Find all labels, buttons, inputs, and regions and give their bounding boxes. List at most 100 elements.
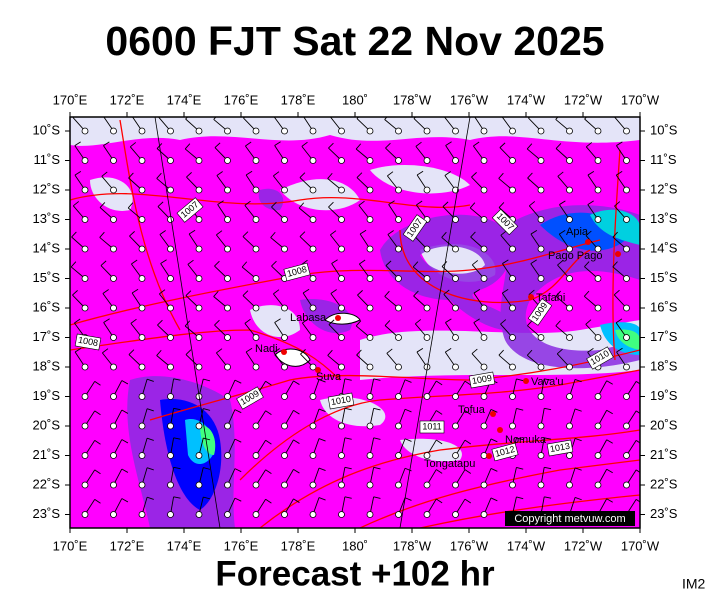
- barb-flag: [217, 200, 224, 205]
- barb-station: [110, 511, 117, 518]
- barb-station: [480, 157, 488, 164]
- barb-flag: [121, 468, 129, 473]
- barb-station: [309, 393, 317, 400]
- barb-flag: [74, 141, 81, 147]
- barb-station: [623, 452, 630, 459]
- map: [70, 112, 640, 528]
- barb-flag: [516, 466, 524, 470]
- barb-station: [338, 481, 345, 489]
- lat-label: 19˚S: [33, 388, 61, 403]
- lon-label: 176˚E: [224, 538, 259, 553]
- barb-station: [138, 363, 146, 371]
- barb-station: [480, 422, 488, 430]
- barb-station: [452, 511, 459, 518]
- barb-station: [452, 422, 459, 430]
- barb-station: [623, 304, 630, 312]
- barb-flag: [526, 143, 533, 150]
- barb-flag: [471, 172, 477, 178]
- barb-station: [423, 304, 431, 312]
- lon-label: 172˚W: [564, 538, 603, 553]
- barb-flag: [436, 439, 443, 445]
- barb-flag: [373, 466, 381, 470]
- isobar-label: 1013: [546, 439, 574, 457]
- barb-station: [338, 304, 345, 312]
- isobar-label-box: [283, 262, 311, 282]
- barb-flag: [146, 437, 154, 441]
- barb-flag: [635, 410, 640, 414]
- barb-flag: [302, 318, 309, 324]
- lat-label: 16˚S: [650, 299, 678, 314]
- barb-flag: [471, 348, 478, 354]
- barb-station: [338, 452, 345, 459]
- barb-station: [537, 334, 545, 341]
- barb-flag: [94, 410, 101, 416]
- barb-station: [138, 304, 146, 312]
- barb-flag: [464, 498, 472, 504]
- barb-flag: [385, 142, 391, 149]
- barb-station: [195, 304, 203, 312]
- barb-station: [281, 481, 288, 489]
- barb-station: [81, 216, 89, 223]
- barb-station: [195, 334, 203, 341]
- barb-flag: [490, 408, 498, 413]
- barb-station: [366, 422, 374, 430]
- lat-label: 15˚S: [650, 270, 678, 285]
- barb-flag: [103, 112, 109, 116]
- barb-flag: [443, 289, 450, 295]
- lat-label: 11˚S: [34, 152, 61, 167]
- barb-flag: [559, 200, 566, 205]
- barb-flag: [387, 171, 394, 177]
- barb-station: [110, 157, 117, 164]
- barb-flag: [74, 170, 82, 176]
- barb-station: [309, 363, 317, 371]
- barb-flag: [301, 259, 308, 265]
- barb-station: [366, 186, 374, 194]
- barb-station: [366, 334, 374, 341]
- place-marker: [315, 367, 321, 373]
- isobar-label: 1008: [283, 262, 311, 282]
- lat-label: 13˚S: [33, 211, 61, 226]
- barb-flag: [387, 230, 394, 235]
- barb-flag: [586, 142, 593, 148]
- barb-station: [252, 304, 260, 312]
- isobar-label-box: [546, 439, 574, 457]
- barb-flag: [356, 172, 363, 178]
- barb-station: [224, 393, 231, 400]
- barb-flag: [184, 143, 191, 150]
- barb-station: [338, 216, 345, 223]
- barb-flag: [328, 142, 334, 149]
- isobar-label-box: [327, 392, 355, 410]
- barb-flag: [293, 410, 300, 415]
- barb-station: [395, 127, 402, 135]
- barb-flag: [386, 348, 393, 354]
- barb-flag: [373, 407, 381, 411]
- lon-label: 176˚W: [450, 538, 489, 553]
- barb-flag: [214, 260, 220, 267]
- barb-station: [423, 275, 431, 282]
- lon-label: 172˚E: [110, 538, 145, 553]
- barb-station: [309, 452, 317, 459]
- place-label: Nomuka: [505, 434, 547, 446]
- barb-station: [566, 245, 573, 253]
- place-marker: [497, 427, 503, 433]
- lon-label: 180˚: [342, 538, 368, 553]
- barb-station: [423, 393, 431, 400]
- barb-station: [623, 422, 630, 430]
- barb-station: [366, 452, 374, 459]
- barb-station: [594, 245, 602, 253]
- barb-flag: [502, 289, 509, 294]
- barb-flag: [245, 141, 252, 147]
- barb-station: [566, 275, 573, 282]
- barb-flag: [270, 231, 276, 238]
- barb-flag: [373, 378, 381, 381]
- barb-station: [480, 304, 488, 312]
- barb-flag: [606, 468, 613, 474]
- barb-flag: [416, 170, 424, 176]
- lon-label: 180˚: [342, 92, 368, 107]
- barb-flag: [635, 380, 640, 385]
- barb-flag: [203, 408, 211, 411]
- barb-flag: [242, 290, 249, 296]
- barb-station: [110, 393, 117, 400]
- barb-station: [167, 157, 174, 164]
- barb-flag: [614, 201, 621, 207]
